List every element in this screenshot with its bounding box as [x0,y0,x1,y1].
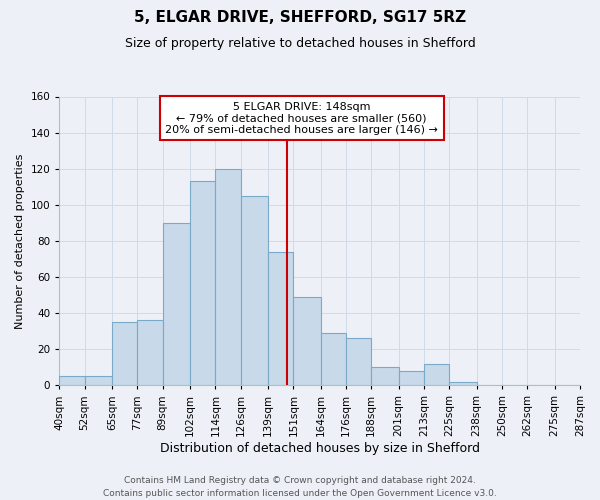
Bar [346,338,371,386]
Y-axis label: Number of detached properties: Number of detached properties [15,153,25,328]
Text: 5 ELGAR DRIVE: 148sqm
← 79% of detached houses are smaller (560)
20% of semi-det: 5 ELGAR DRIVE: 148sqm ← 79% of detached … [166,102,438,135]
Bar [85,376,112,386]
Bar [399,371,424,386]
Text: Contains HM Land Registry data © Crown copyright and database right 2024.
Contai: Contains HM Land Registry data © Crown c… [103,476,497,498]
Bar [163,223,190,386]
Text: Size of property relative to detached houses in Shefford: Size of property relative to detached ho… [125,38,475,51]
X-axis label: Distribution of detached houses by size in Shefford: Distribution of detached houses by size … [160,442,479,455]
Bar [424,364,449,386]
Bar [59,376,85,386]
Bar [293,297,321,386]
Bar [241,196,268,386]
Bar [112,322,137,386]
Bar [215,168,241,386]
Bar [137,320,163,386]
Bar [371,367,399,386]
Bar [321,333,346,386]
Bar [449,382,477,386]
Text: 5, ELGAR DRIVE, SHEFFORD, SG17 5RZ: 5, ELGAR DRIVE, SHEFFORD, SG17 5RZ [134,10,466,25]
Bar [190,182,215,386]
Bar [268,252,293,386]
